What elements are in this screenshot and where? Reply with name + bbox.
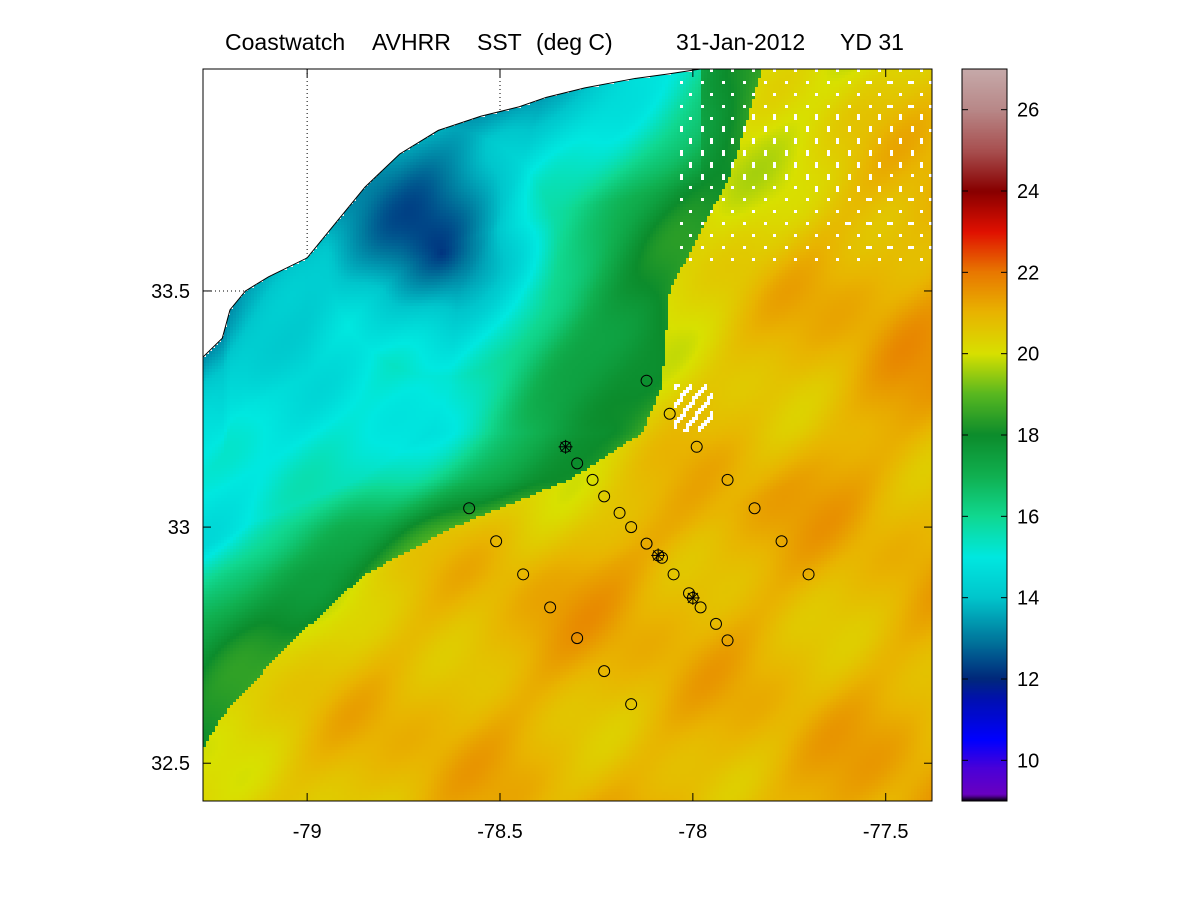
station-marker-6 — [802, 568, 815, 581]
station-marker-10 — [598, 490, 611, 503]
station-marker-27 — [598, 665, 611, 678]
land-mask — [203, 69, 724, 358]
station-marker-7 — [558, 439, 573, 454]
y-axis-labels: 33.5 33 32.5 — [151, 281, 190, 775]
cbar-label-22: 22 — [1017, 262, 1039, 284]
station-marker-12 — [625, 521, 638, 534]
station-marker-18 — [685, 590, 700, 605]
title-sensor: AVHRR — [372, 29, 451, 55]
cbar-label-18: 18 — [1017, 425, 1039, 447]
station-marker-23 — [490, 535, 503, 548]
station-markers — [463, 374, 815, 711]
colorbar: 10 12 14 16 18 20 22 24 26 — [961, 68, 1039, 802]
station-marker-14 — [651, 548, 666, 563]
x-tick-label-0: -79 — [293, 821, 322, 843]
cbar-label-12: 12 — [1017, 669, 1039, 691]
map-frame — [202, 68, 933, 802]
title-units: (deg C) — [536, 29, 613, 55]
cbar-label-20: 20 — [1017, 344, 1039, 366]
title-yearday: YD 31 — [840, 29, 904, 55]
map-panel: -79 -78.5 -78 -77.5 33.5 33 32.5 — [151, 68, 933, 843]
x-tick-label-2: -78 — [678, 821, 707, 843]
station-marker-26 — [571, 632, 584, 645]
station-marker-24 — [517, 568, 530, 581]
station-marker-2 — [690, 440, 703, 453]
station-marker-19 — [694, 601, 707, 614]
station-marker-11 — [613, 506, 626, 519]
station-marker-15 — [656, 551, 668, 564]
title-source: Coastwatch — [225, 29, 345, 55]
y-tick-label-0: 33.5 — [151, 281, 190, 303]
station-marker-21 — [721, 634, 734, 647]
station-marker-22 — [463, 502, 476, 515]
station-marker-25 — [544, 601, 557, 614]
station-marker-8 — [571, 457, 584, 470]
station-marker-28 — [625, 698, 638, 711]
title-date: 31-Jan-2012 — [676, 29, 805, 55]
station-marker-0 — [640, 374, 653, 387]
colorbar-ticks — [962, 109, 1007, 761]
station-marker-17 — [683, 587, 695, 600]
cbar-label-14: 14 — [1017, 588, 1039, 610]
station-marker-1 — [663, 407, 676, 420]
station-marker-20 — [710, 617, 722, 630]
title-product: SST — [477, 29, 522, 55]
station-marker-9 — [586, 473, 599, 486]
y-tick-label-2: 32.5 — [151, 753, 190, 775]
x-tick-label-1: -78.5 — [477, 821, 523, 843]
x-tick-label-3: -77.5 — [863, 821, 909, 843]
x-axis-labels: -79 -78.5 -78 -77.5 — [293, 821, 909, 843]
cbar-label-10: 10 — [1017, 750, 1039, 772]
station-marker-3 — [721, 473, 734, 486]
station-marker-13 — [640, 537, 653, 550]
cbar-label-26: 26 — [1017, 100, 1039, 122]
cbar-label-16: 16 — [1017, 506, 1039, 528]
colorbar-labels: 10 12 14 16 18 20 22 24 26 — [1017, 100, 1039, 773]
map-axis-ticks — [203, 69, 932, 801]
y-tick-label-1: 33 — [168, 517, 190, 539]
colorbar-gradient — [962, 69, 1007, 801]
station-marker-5 — [775, 535, 788, 548]
station-marker-4 — [748, 502, 761, 515]
station-marker-16 — [667, 568, 680, 581]
cbar-label-24: 24 — [1017, 181, 1039, 203]
